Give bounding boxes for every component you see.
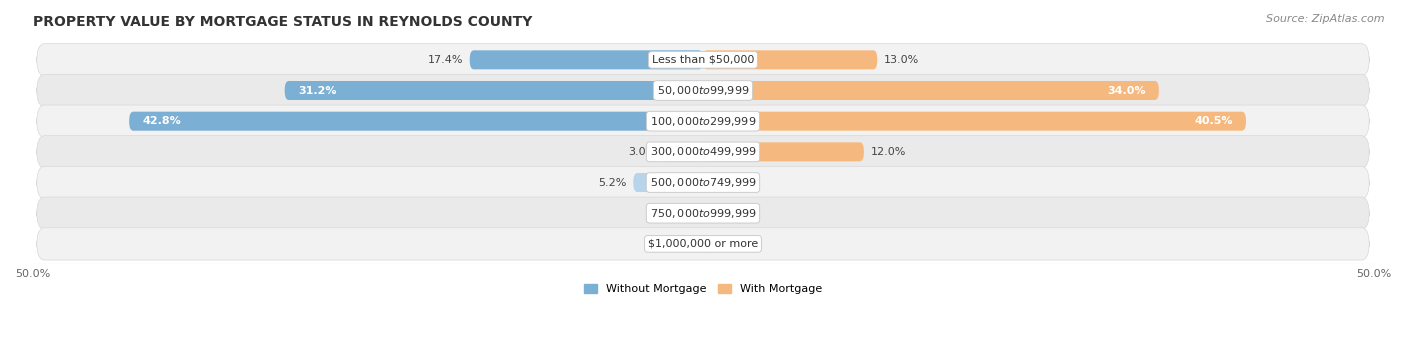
Text: $500,000 to $749,999: $500,000 to $749,999: [650, 176, 756, 189]
FancyBboxPatch shape: [703, 234, 709, 253]
FancyBboxPatch shape: [37, 136, 1369, 168]
FancyBboxPatch shape: [633, 173, 703, 192]
FancyBboxPatch shape: [699, 204, 703, 223]
FancyBboxPatch shape: [37, 228, 1369, 260]
FancyBboxPatch shape: [662, 142, 703, 161]
Text: 13.0%: 13.0%: [884, 55, 920, 65]
FancyBboxPatch shape: [703, 112, 1246, 131]
FancyBboxPatch shape: [703, 50, 877, 69]
Legend: Without Mortgage, With Mortgage: Without Mortgage, With Mortgage: [579, 279, 827, 299]
Text: 12.0%: 12.0%: [870, 147, 905, 157]
FancyBboxPatch shape: [37, 44, 1369, 76]
Text: 3.0%: 3.0%: [628, 147, 657, 157]
Text: 0.4%: 0.4%: [716, 239, 744, 249]
Text: 0.0%: 0.0%: [710, 208, 738, 218]
FancyBboxPatch shape: [284, 81, 703, 100]
FancyBboxPatch shape: [37, 105, 1369, 137]
Text: 42.8%: 42.8%: [142, 116, 181, 126]
FancyBboxPatch shape: [700, 173, 707, 192]
Text: $300,000 to $499,999: $300,000 to $499,999: [650, 145, 756, 158]
Text: PROPERTY VALUE BY MORTGAGE STATUS IN REYNOLDS COUNTY: PROPERTY VALUE BY MORTGAGE STATUS IN REY…: [32, 15, 531, 29]
Text: 5.2%: 5.2%: [598, 178, 627, 188]
Text: 34.0%: 34.0%: [1107, 86, 1146, 95]
FancyBboxPatch shape: [37, 166, 1369, 199]
Text: Source: ZipAtlas.com: Source: ZipAtlas.com: [1267, 14, 1385, 24]
FancyBboxPatch shape: [129, 112, 703, 131]
FancyBboxPatch shape: [703, 81, 1159, 100]
Text: 0.0%: 0.0%: [668, 239, 696, 249]
Text: $50,000 to $99,999: $50,000 to $99,999: [657, 84, 749, 97]
FancyBboxPatch shape: [470, 50, 703, 69]
FancyBboxPatch shape: [703, 142, 863, 161]
Text: $1,000,000 or more: $1,000,000 or more: [648, 239, 758, 249]
Text: 0.36%: 0.36%: [657, 208, 692, 218]
Text: $750,000 to $999,999: $750,000 to $999,999: [650, 207, 756, 220]
Text: Less than $50,000: Less than $50,000: [652, 55, 754, 65]
Text: $100,000 to $299,999: $100,000 to $299,999: [650, 115, 756, 128]
Text: 31.2%: 31.2%: [298, 86, 336, 95]
Text: 17.4%: 17.4%: [427, 55, 463, 65]
FancyBboxPatch shape: [37, 197, 1369, 229]
FancyBboxPatch shape: [37, 74, 1369, 107]
Text: 40.5%: 40.5%: [1194, 116, 1233, 126]
Text: 0.13%: 0.13%: [711, 178, 747, 188]
